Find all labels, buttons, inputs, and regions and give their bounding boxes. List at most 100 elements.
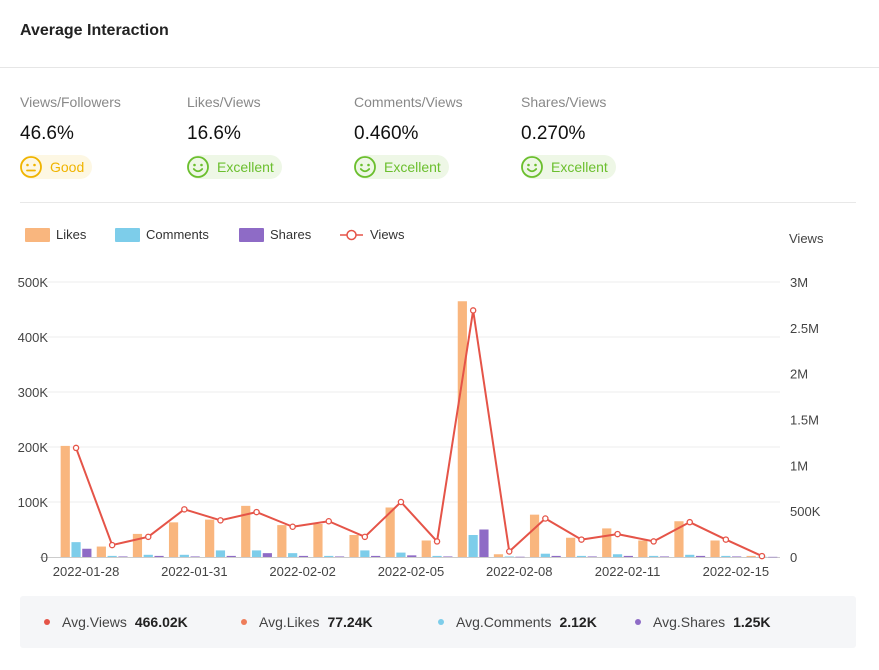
metric-value: 16.6% <box>187 123 241 144</box>
legend-item-views[interactable]: Views <box>340 227 405 242</box>
bar-comments <box>540 553 550 557</box>
bar-shares <box>262 553 272 557</box>
legend-label-shares: Shares <box>270 227 312 242</box>
x-tick-label: 2022-01-31 <box>161 564 228 579</box>
metric-likes-views: Likes/Views 16.6% Excellent <box>187 92 347 183</box>
left-tick-label: 0 <box>41 550 48 565</box>
bar-likes <box>60 445 70 557</box>
bar-shares <box>118 556 128 557</box>
bar-comments <box>251 550 262 557</box>
bar-comments <box>685 554 695 557</box>
legend-marker-views <box>346 229 357 241</box>
smile-face-icon <box>521 156 543 178</box>
bar-likes <box>457 301 467 557</box>
dot-icon <box>44 619 50 625</box>
card-header: Average Interaction <box>0 0 879 68</box>
interaction-chart: Likes Comments Shares Views Views 0 100K 2… <box>0 215 879 585</box>
x-tick-label: 2022-02-05 <box>378 564 445 579</box>
rating-badge: Good <box>20 155 93 179</box>
right-tick-label: 2M <box>790 367 808 382</box>
bar-likes <box>566 537 576 557</box>
bar-shares <box>695 555 706 557</box>
stat-avg-shares: Avg.Shares 1.25K <box>635 596 770 648</box>
bar-shares <box>443 556 453 557</box>
stat-value: 77.24K <box>327 614 373 630</box>
bar-shares <box>407 555 417 557</box>
right-tick-label: 0 <box>790 550 797 565</box>
bar-likes <box>710 540 720 557</box>
bar-comments <box>612 554 623 557</box>
bar-comments <box>324 555 334 557</box>
views-point <box>650 538 657 545</box>
views-point <box>722 536 730 543</box>
bar-comments <box>215 550 226 557</box>
bar-comments <box>288 553 298 557</box>
metric-label: Likes/Views <box>187 94 261 110</box>
views-point <box>253 508 260 516</box>
bar-likes <box>421 540 431 557</box>
right-tick-label: 500K <box>790 504 821 519</box>
stat-label: Avg.Shares <box>653 614 726 630</box>
bar-likes <box>241 505 251 557</box>
x-tick-label: 2022-01-28 <box>53 564 120 579</box>
bar-comments <box>360 550 370 557</box>
legend-swatch-likes <box>25 228 50 242</box>
rating-text: Good <box>50 159 85 175</box>
stat-avg-likes: Avg.Likes 77.24K <box>241 596 373 648</box>
views-point <box>542 515 549 522</box>
views-point <box>758 552 766 560</box>
metric-label: Comments/Views <box>354 94 463 110</box>
bar-shares <box>226 555 236 557</box>
dot-icon <box>241 619 247 625</box>
stat-label: Avg.Likes <box>259 614 320 630</box>
views-point <box>289 523 296 530</box>
bar-shares <box>659 556 670 557</box>
right-axis-title: Views <box>789 231 824 246</box>
page-title: Average Interaction <box>20 22 169 39</box>
metric-value: 0.460% <box>354 123 419 144</box>
legend-swatch-comments <box>115 228 140 242</box>
views-point <box>469 307 477 314</box>
legend-item-comments[interactable]: Comments <box>115 227 209 242</box>
bar-shares <box>623 555 633 557</box>
bar-likes <box>277 525 287 557</box>
bar-shares <box>587 556 597 557</box>
smile-face-icon <box>187 156 209 178</box>
bar-shares <box>732 556 742 557</box>
bar-shares <box>768 556 778 558</box>
metric-shares-views: Shares/Views 0.270% Excellent <box>521 92 681 183</box>
right-tick-label: 1.5M <box>790 413 819 428</box>
views-point <box>397 498 405 506</box>
bar-comments <box>576 555 587 557</box>
dot-icon <box>438 619 444 625</box>
neutral-face-icon <box>20 156 42 178</box>
dot-icon <box>635 619 641 625</box>
chart-legend: Likes Comments Shares Views <box>25 227 405 242</box>
bar-shares <box>334 556 345 557</box>
bar-likes <box>313 524 323 557</box>
left-tick-label: 500K <box>18 275 49 290</box>
bar-comments <box>396 552 406 557</box>
legend-item-likes[interactable]: Likes <box>25 227 87 242</box>
right-tick-label: 1M <box>790 458 808 473</box>
x-tick-label: 2022-02-11 <box>595 564 661 579</box>
bar-likes <box>674 521 684 557</box>
metric-value: 46.6% <box>20 123 74 144</box>
rating-text: Excellent <box>384 159 441 175</box>
bar-likes <box>96 546 106 557</box>
bar-likes <box>602 528 612 557</box>
views-point <box>361 533 369 541</box>
left-tick-label: 200K <box>18 440 49 455</box>
views-point <box>217 517 224 524</box>
bar-comments <box>504 556 514 557</box>
chart-svg: Likes Comments Shares Views Views 0 100K 2… <box>18 227 824 579</box>
right-tick-label: 2.5M <box>790 321 819 336</box>
legend-label-comments: Comments <box>146 227 209 242</box>
legend-label-views: Views <box>370 227 405 242</box>
bar-comments <box>107 555 117 557</box>
stat-value: 1.25K <box>733 614 771 630</box>
legend-item-shares[interactable]: Shares <box>239 227 312 242</box>
views-point <box>325 517 332 525</box>
stat-label: Avg.Comments <box>456 614 552 630</box>
rating-badge: Excellent <box>187 155 282 179</box>
